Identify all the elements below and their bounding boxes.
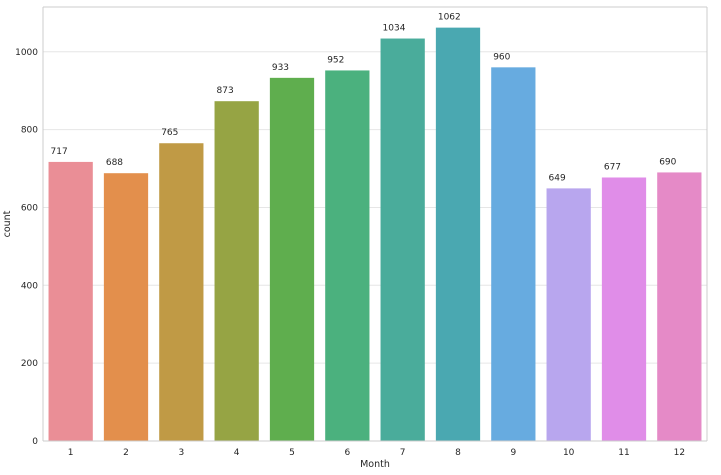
y-tick-label: 1000: [15, 48, 38, 58]
x-tick-label: 2: [123, 448, 129, 458]
bars: [48, 27, 702, 442]
y-axis-title: count: [2, 210, 13, 237]
bar: [103, 173, 149, 442]
x-tick-label: 6: [344, 448, 350, 458]
bar: [269, 77, 315, 442]
data-label: 690: [659, 157, 676, 167]
x-tick-label: 10: [563, 448, 575, 458]
data-label: 717: [51, 147, 68, 157]
data-label: 952: [327, 55, 344, 65]
x-tick-label: 5: [289, 448, 295, 458]
data-label: 933: [272, 63, 289, 73]
data-label: 688: [106, 158, 123, 168]
data-label: 1062: [438, 13, 461, 23]
y-tick-label: 0: [32, 437, 38, 447]
x-tick-label: 11: [618, 448, 629, 458]
x-tick-label: 7: [400, 448, 406, 458]
data-label: 765: [161, 128, 178, 138]
y-tick-label: 400: [21, 281, 38, 291]
bar: [601, 177, 647, 442]
bar: [214, 101, 259, 441]
y-tick-labels: 0 200 400 600 800 1000: [15, 48, 38, 447]
data-label: 873: [217, 86, 234, 96]
x-axis-title: Month: [360, 459, 390, 470]
y-tick-label: 600: [21, 203, 38, 213]
axes: [42, 6, 708, 442]
bar: [325, 70, 370, 441]
x-tick-label: 9: [510, 448, 516, 458]
data-label: 960: [493, 52, 510, 62]
bar-data-labels: 717 688 765 873 933 952 1034 1062 960 649 677 690: [51, 13, 677, 184]
data-label: 649: [549, 173, 566, 183]
x-tick-labels: 1 2 3 4 5 6 7 8 9 10 11 12: [68, 448, 685, 458]
bar: [48, 161, 93, 441]
bar: [657, 172, 702, 441]
x-tick-label: 1: [68, 448, 74, 458]
bar: [435, 27, 481, 441]
bar: [491, 67, 536, 441]
y-tick-label: 200: [21, 359, 38, 369]
y-tick-label: 800: [21, 126, 38, 136]
x-tick-label: 4: [234, 448, 240, 458]
data-label: 1034: [383, 24, 406, 34]
bar: [546, 188, 591, 441]
x-tick-label: 8: [455, 448, 461, 458]
bar: [159, 143, 204, 441]
x-tick-label: 12: [674, 448, 685, 458]
data-label: 677: [604, 162, 621, 172]
x-tick-label: 3: [178, 448, 184, 458]
bar: [380, 38, 425, 441]
